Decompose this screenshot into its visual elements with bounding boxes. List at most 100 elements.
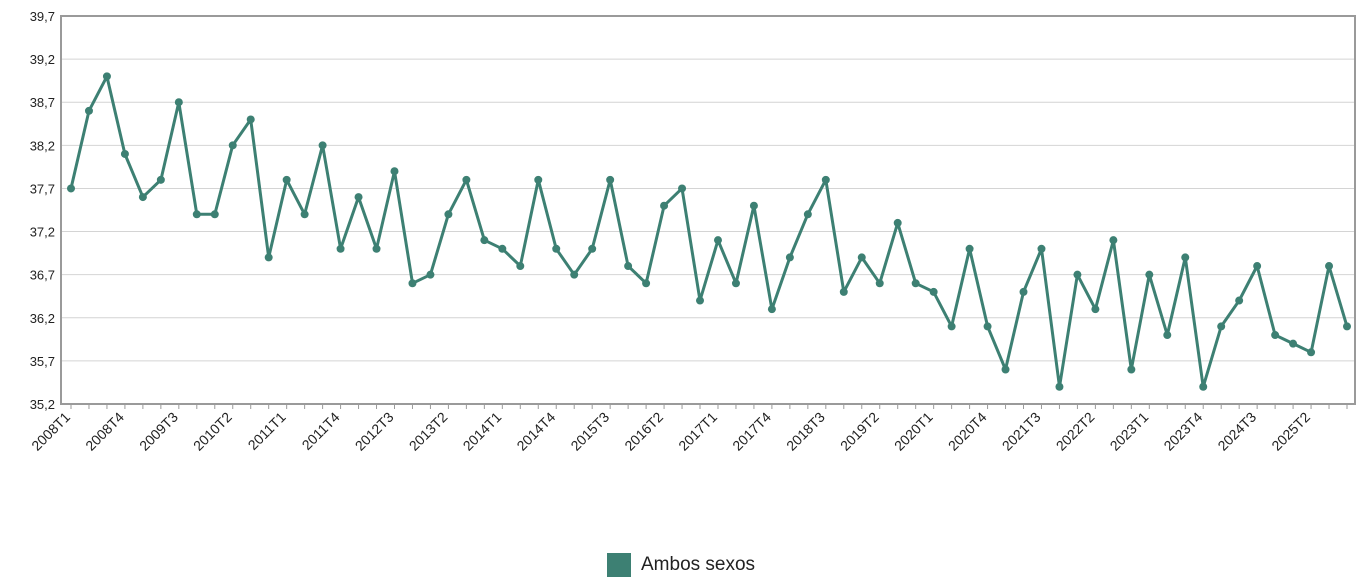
data-point: [1217, 322, 1226, 331]
data-point: [857, 253, 866, 262]
data-point: [282, 175, 291, 184]
data-point: [1001, 365, 1010, 374]
data-point: [156, 175, 165, 184]
data-point: [588, 244, 597, 253]
x-tick-label: 2022T2: [1053, 409, 1098, 454]
x-tick-label: 2020T1: [891, 409, 936, 454]
data-point: [660, 201, 669, 210]
data-point: [552, 244, 561, 253]
legend-label: Ambos sexos: [641, 554, 756, 575]
data-point: [516, 262, 525, 271]
data-point: [462, 175, 471, 184]
x-tick-label: 2015T3: [567, 409, 612, 454]
data-point: [1253, 262, 1262, 271]
x-tick-label: 2011T4: [299, 409, 343, 453]
x-tick-label: 2025T2: [1268, 409, 1313, 454]
data-point: [1091, 305, 1100, 314]
y-tick-label: 38,7: [30, 95, 55, 110]
x-tick-label: 2017T1: [675, 409, 720, 454]
data-point: [749, 201, 758, 210]
x-tick-label: 2023T1: [1107, 409, 1152, 454]
data-point: [1145, 270, 1154, 279]
data-point: [713, 236, 722, 245]
x-axis: 2008T1 2008T4 2009T3 2010T2 2011T1 2011T4 2012…: [28, 404, 1348, 454]
y-tick-label: 36,7: [30, 268, 55, 283]
series-line: [69, 74, 1349, 389]
legend-swatch: [607, 553, 631, 577]
data-point: [1289, 339, 1298, 348]
data-point: [678, 184, 687, 193]
data-point: [929, 287, 938, 296]
data-point: [1271, 331, 1280, 340]
data-point: [911, 279, 920, 288]
data-point: [264, 253, 273, 262]
data-point: [624, 262, 633, 271]
y-axis: 35,2 35,7 36,2 36,7 37,2 37,7 38,2 38,7 39,2 39,7: [30, 9, 55, 412]
legend: Ambos sexos: [607, 552, 755, 578]
y-tick-label: 37,7: [30, 181, 55, 196]
data-point: [228, 141, 237, 150]
data-point: [534, 175, 543, 184]
gridlines: [61, 15, 1355, 405]
y-tick-label: 36,2: [30, 311, 55, 326]
data-point: [821, 175, 830, 184]
data-point: [372, 244, 381, 253]
data-point: [354, 193, 363, 202]
data-point: [947, 322, 956, 331]
data-point: [1073, 270, 1082, 279]
data-point: [120, 149, 129, 158]
y-tick-label: 35,2: [30, 397, 55, 412]
data-point: [983, 322, 992, 331]
line-chart: 35,2 35,7 36,2 36,7 37,2 37,7 38,2 38,7 39,2 39,7…: [28, 9, 1356, 454]
data-point: [731, 279, 740, 288]
data-point: [570, 270, 579, 279]
data-point: [138, 193, 147, 202]
y-tick-label: 37,2: [30, 225, 55, 240]
y-tick-label: 38,2: [30, 138, 55, 153]
data-point: [1199, 382, 1208, 391]
data-point: [893, 218, 902, 227]
data-point: [1325, 262, 1334, 271]
x-tick-label: 2020T4: [945, 409, 990, 454]
data-point: [642, 279, 651, 288]
data-point: [1037, 244, 1046, 253]
data-point: [1055, 382, 1064, 391]
x-tick-label: 2024T3: [1214, 409, 1259, 454]
data-point: [606, 175, 615, 184]
x-tick-label: 2014T1: [460, 409, 505, 454]
data-point: [67, 184, 75, 193]
data-point: [336, 244, 345, 253]
x-tick-label: 2017T4: [729, 409, 774, 454]
data-point: [210, 210, 219, 219]
data-point: [300, 210, 309, 219]
data-point: [1343, 322, 1351, 331]
y-tick-label: 35,7: [30, 354, 55, 369]
data-point: [246, 115, 255, 124]
x-tick-label: 2008T1: [28, 409, 73, 454]
data-point: [1019, 287, 1028, 296]
data-point: [174, 98, 183, 107]
data-point: [444, 210, 453, 219]
series-layer: [67, 72, 1351, 391]
data-point: [839, 287, 848, 296]
data-point: [192, 210, 201, 219]
data-point: [696, 296, 705, 305]
data-point: [102, 72, 111, 81]
x-tick-label: 2021T3: [999, 409, 1044, 454]
x-tick-label: 2009T3: [136, 409, 181, 454]
x-tick-label: 2019T2: [837, 409, 882, 454]
data-point: [84, 106, 93, 115]
data-point: [390, 167, 399, 176]
data-point: [1181, 253, 1190, 262]
x-tick-label: 2011T1: [245, 409, 289, 453]
data-point: [965, 244, 974, 253]
data-point: [1307, 348, 1316, 357]
y-tick-label: 39,2: [30, 52, 55, 67]
x-tick-label: 2014T4: [513, 409, 558, 454]
x-tick-label: 2010T2: [190, 409, 235, 454]
x-tick-label: 2018T3: [783, 409, 828, 454]
data-point: [767, 305, 776, 314]
data-point: [318, 141, 327, 150]
data-point: [498, 244, 507, 253]
data-point: [803, 210, 812, 219]
